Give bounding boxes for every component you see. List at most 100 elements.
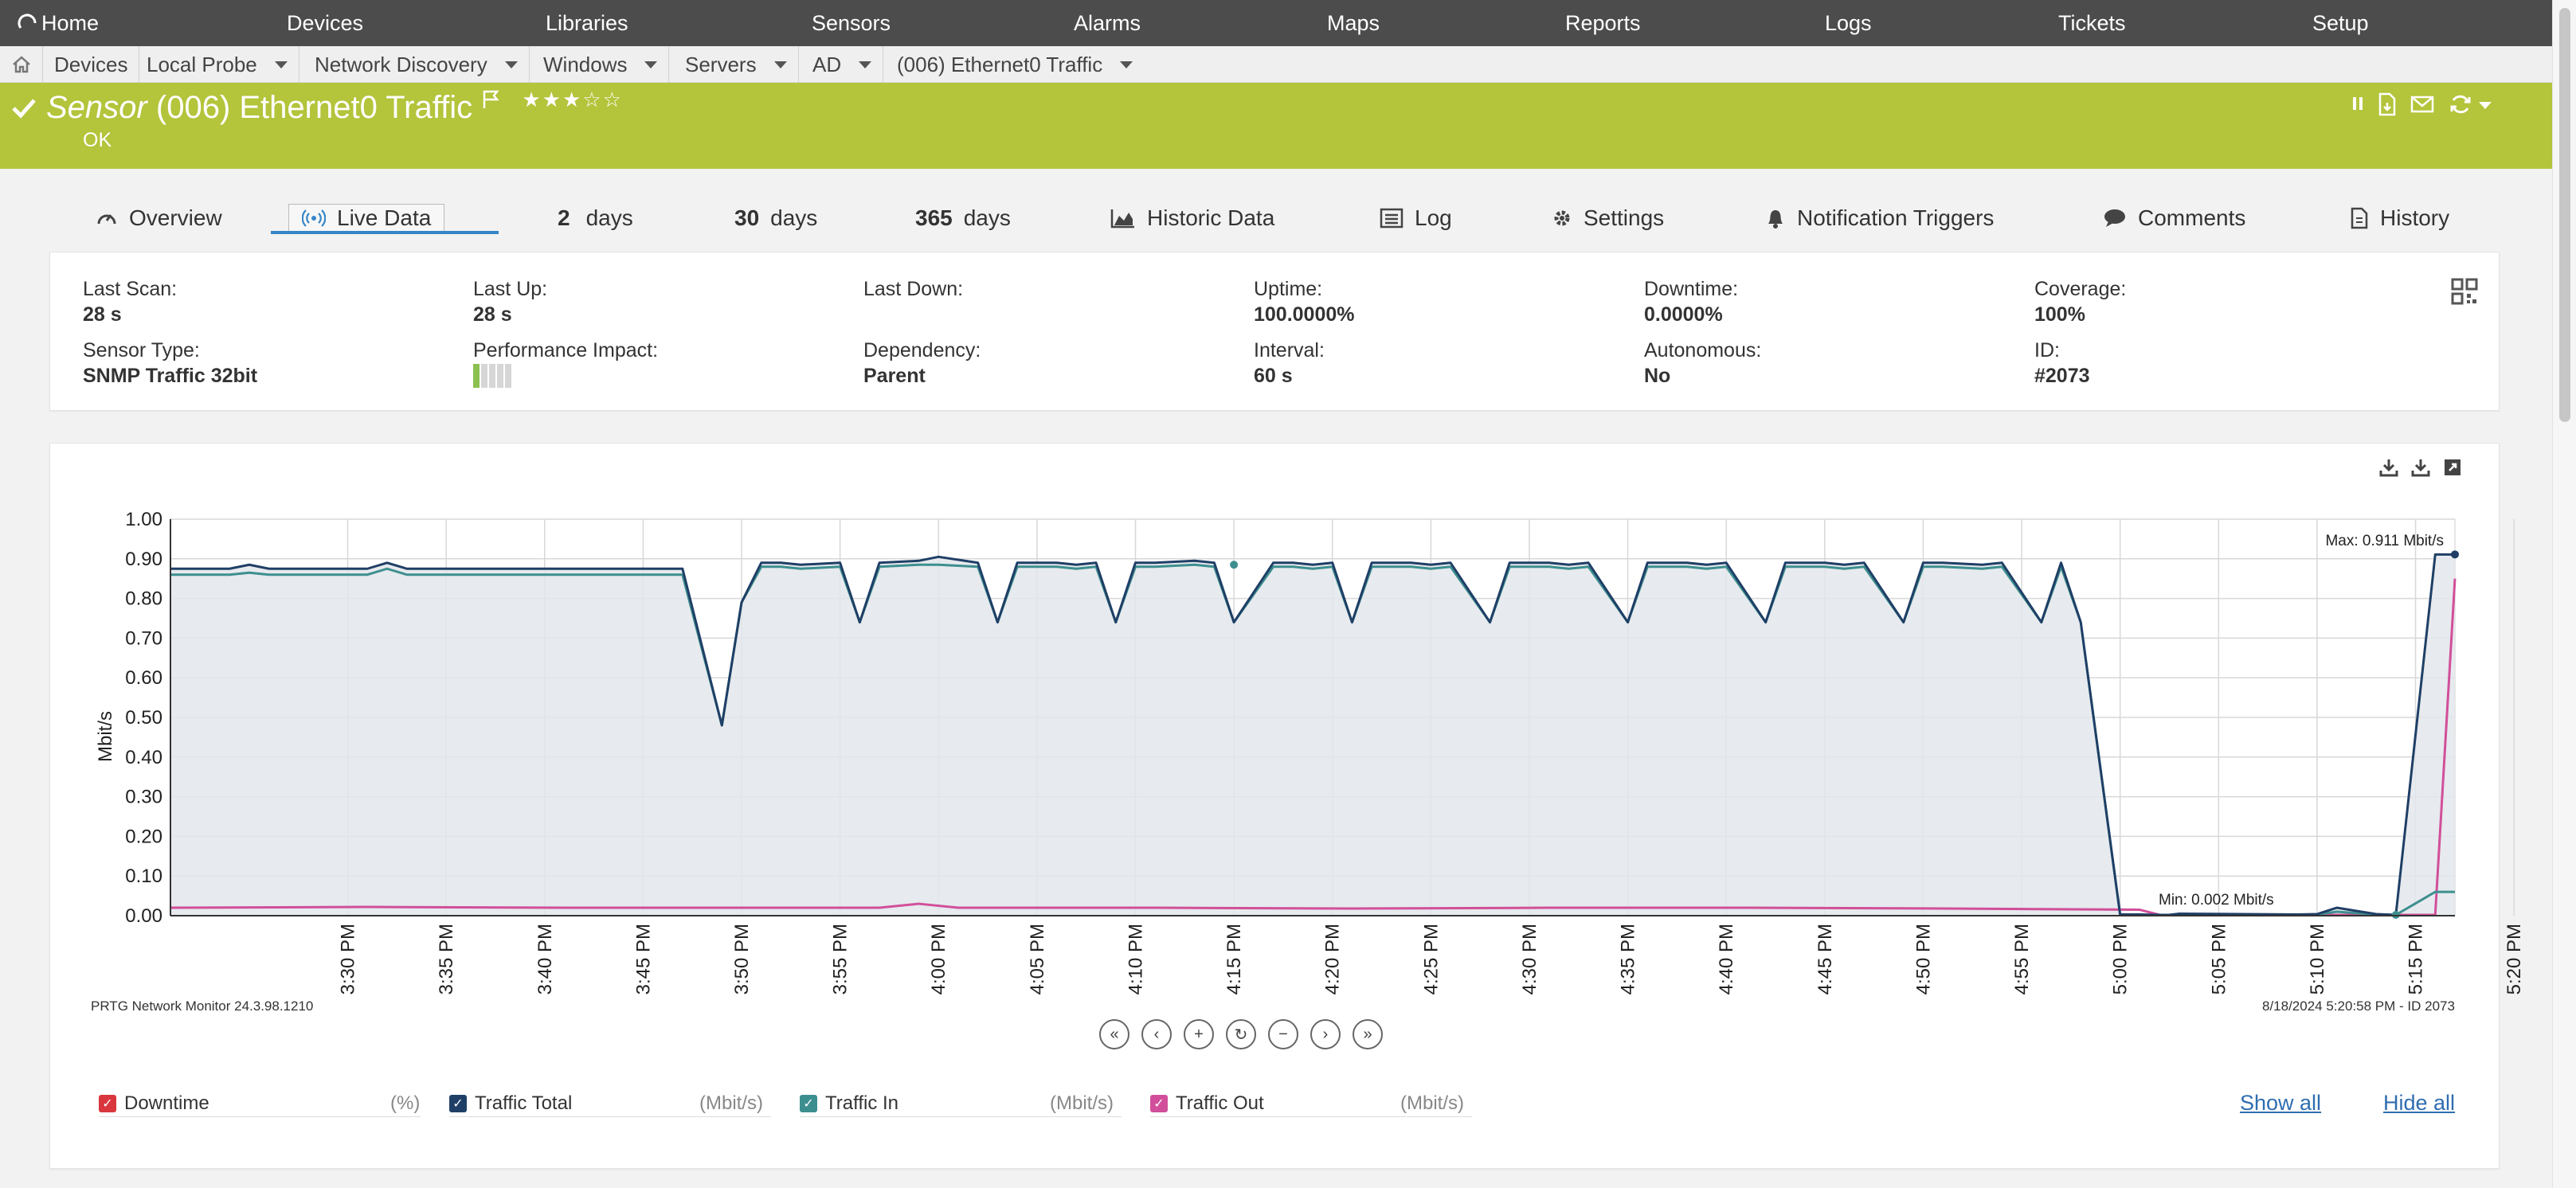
breadcrumb-local-probe[interactable]: Local Probe [135, 46, 299, 83]
y-tick-label: 0.80 [125, 588, 162, 610]
hide-all-link[interactable]: Hide all [2383, 1091, 2456, 1115]
tab-log[interactable]: Log [1380, 205, 1452, 231]
breadcrumb-windows[interactable]: Windows [532, 46, 670, 83]
qr-code-icon[interactable] [2451, 278, 2478, 305]
tab-history[interactable]: History [2350, 205, 2449, 231]
nav-tickets[interactable]: Tickets [2058, 11, 2126, 35]
sensor-type-label: Sensor Type: [83, 339, 200, 361]
sensor-type-value: SNMP Traffic 32bit [83, 365, 258, 387]
nav-home[interactable]: Home [18, 11, 99, 36]
scroll-last-button[interactable]: » [1353, 1019, 1383, 1049]
performance-impact-segment [489, 364, 495, 388]
reset-icon: ↻ [1234, 1026, 1248, 1044]
legend-traffic-in-unit: (Mbit/s) [1050, 1092, 1114, 1114]
uptime-label: Uptime: [1254, 278, 1323, 300]
breadcrumb-servers-label: Servers [685, 52, 757, 76]
download-icon[interactable] [2378, 457, 2399, 478]
zoom-out-button[interactable]: − [1268, 1019, 1298, 1049]
scroll-first-button[interactable]: « [1099, 1019, 1129, 1049]
nav-logs[interactable]: Logs [1825, 11, 1872, 35]
nav-reports[interactable]: Reports [1565, 11, 1641, 35]
chevron-down-icon[interactable] [859, 61, 872, 68]
chevron-down-icon[interactable] [274, 61, 288, 68]
x-tick-label: 5:05 PM [2208, 924, 2230, 995]
export-document-icon[interactable] [2377, 92, 2398, 116]
breadcrumb-servers[interactable]: Servers [674, 46, 799, 83]
zoom-in-button[interactable]: + [1184, 1019, 1214, 1049]
tab-comments-label: Comments [2138, 205, 2246, 230]
x-tick-label: 4:35 PM [1618, 924, 1639, 995]
expand-icon[interactable] [2442, 457, 2463, 478]
priority-stars[interactable]: ★★★☆☆ [522, 88, 623, 111]
scrollbar-thumb[interactable] [2559, 8, 2570, 422]
show-all-link[interactable]: Show all [2240, 1091, 2322, 1115]
reset-zoom-button[interactable]: ↻ [1226, 1019, 1256, 1049]
checkbox-checked-icon[interactable]: ✓ [1150, 1095, 1168, 1112]
scroll-forward-button[interactable]: › [1310, 1019, 1341, 1049]
tab-settings-label: Settings [1584, 205, 1665, 230]
flag-icon[interactable] [481, 89, 500, 110]
scroll-back-button[interactable]: ‹ [1141, 1019, 1172, 1049]
nav-alarms[interactable]: Alarms [1074, 11, 1141, 35]
breadcrumb: Devices Local Probe Network Discovery Wi… [0, 46, 2552, 83]
refresh-icon[interactable] [2449, 92, 2472, 116]
checkbox-checked-icon[interactable]: ✓ [449, 1095, 467, 1112]
chevron-down-icon[interactable] [504, 61, 518, 68]
breadcrumb-network-discovery[interactable]: Network Discovery [303, 46, 530, 83]
legend-traffic-total[interactable]: ✓ Traffic Total [449, 1092, 572, 1115]
chevron-down-icon[interactable] [644, 61, 658, 68]
x-tick-label: 4:20 PM [1322, 924, 1344, 995]
chart-footer-version: PRTG Network Monitor 24.3.98.1210 [91, 998, 314, 1014]
tab-comments[interactable]: Comments [2103, 205, 2245, 231]
breadcrumb-network-discovery-label: Network Discovery [315, 52, 487, 76]
x-tick-label: 4:40 PM [1716, 924, 1737, 995]
tab-historic-data-label: Historic Data [1147, 205, 1275, 230]
tab-2-days[interactable]: 2 days [558, 205, 633, 231]
chevron-down-icon[interactable] [2479, 102, 2492, 109]
tab-live-data[interactable]: Live Data [288, 204, 445, 233]
traffic-total-area [170, 554, 2455, 916]
tab-overview[interactable]: Overview [96, 205, 222, 231]
breadcrumb-sensor[interactable]: (006) Ethernet0 Traffic [886, 46, 1144, 83]
chevron-down-icon[interactable] [1120, 61, 1133, 68]
email-icon[interactable] [2410, 94, 2434, 115]
interval-value: 60 s [1254, 365, 1293, 387]
x-tick-label: 4:30 PM [1519, 924, 1541, 995]
nav-sensors[interactable]: Sensors [812, 11, 891, 35]
nav-maps[interactable]: Maps [1327, 11, 1380, 35]
legend-traffic-in[interactable]: ✓ Traffic In [800, 1092, 898, 1115]
breadcrumb-sensor-label: (006) Ethernet0 Traffic [897, 52, 1103, 76]
tab-365-days-unit: days [963, 205, 1011, 230]
tab-log-label: Log [1415, 205, 1452, 230]
download-icon[interactable] [2410, 457, 2431, 478]
double-chevron-left-icon: « [1110, 1025, 1119, 1043]
tab-settings[interactable]: Settings [1552, 205, 1664, 231]
breadcrumb-devices[interactable]: Devices [43, 46, 140, 83]
tab-historic-data[interactable]: Historic Data [1110, 205, 1274, 231]
legend-traffic-out[interactable]: ✓ Traffic Out [1150, 1092, 1264, 1115]
chevron-down-icon[interactable] [773, 61, 787, 68]
home-icon [12, 56, 30, 73]
tab-notification-triggers[interactable]: Notification Triggers [1765, 205, 1994, 231]
pause-icon[interactable] [2350, 94, 2366, 113]
tab-365-days[interactable]: 365 days [915, 205, 1011, 231]
breadcrumb-home[interactable] [0, 46, 43, 83]
x-tick-label: 4:55 PM [2011, 924, 2033, 995]
x-tick-label: 4:45 PM [1815, 924, 1836, 995]
checkbox-checked-icon[interactable]: ✓ [800, 1095, 817, 1112]
x-tick-label: 5:10 PM [2307, 924, 2328, 995]
dependency-value[interactable]: Parent [863, 365, 926, 387]
page-scrollbar[interactable] [2552, 0, 2576, 1188]
breadcrumb-windows-label: Windows [543, 52, 628, 76]
nav-libraries[interactable]: Libraries [546, 11, 628, 35]
breadcrumb-ad[interactable]: AD [801, 46, 884, 83]
nav-devices[interactable]: Devices [287, 11, 364, 35]
checkbox-checked-icon[interactable]: ✓ [99, 1095, 116, 1112]
chart-footer-timestamp: 8/18/2024 5:20:58 PM - ID 2073 [2262, 998, 2455, 1014]
tab-30-days[interactable]: 30 days [734, 205, 817, 231]
legend-downtime[interactable]: ✓ Downtime [99, 1092, 209, 1115]
performance-impact-segment [497, 364, 503, 388]
nav-setup[interactable]: Setup [2312, 11, 2369, 35]
